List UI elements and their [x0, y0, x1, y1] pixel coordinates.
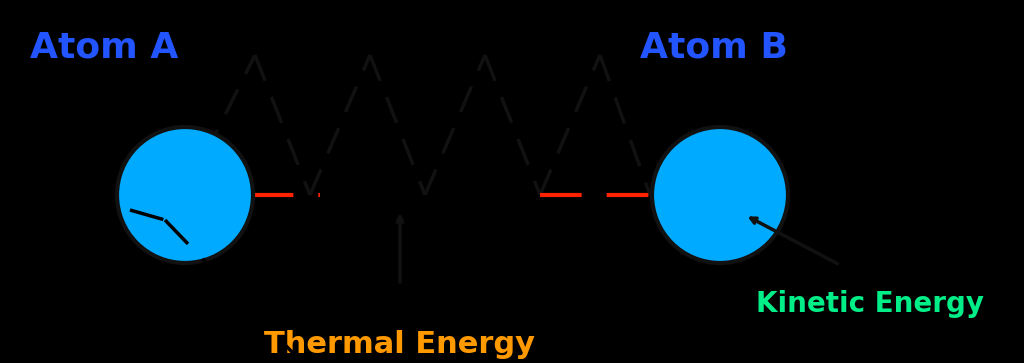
- Text: Kinetic Energy: Kinetic Energy: [756, 290, 984, 318]
- Circle shape: [117, 127, 253, 263]
- Text: Atom A: Atom A: [30, 30, 178, 64]
- Circle shape: [652, 127, 788, 263]
- Text: Thermal Energy: Thermal Energy: [264, 330, 536, 359]
- Text: Atom B: Atom B: [640, 30, 787, 64]
